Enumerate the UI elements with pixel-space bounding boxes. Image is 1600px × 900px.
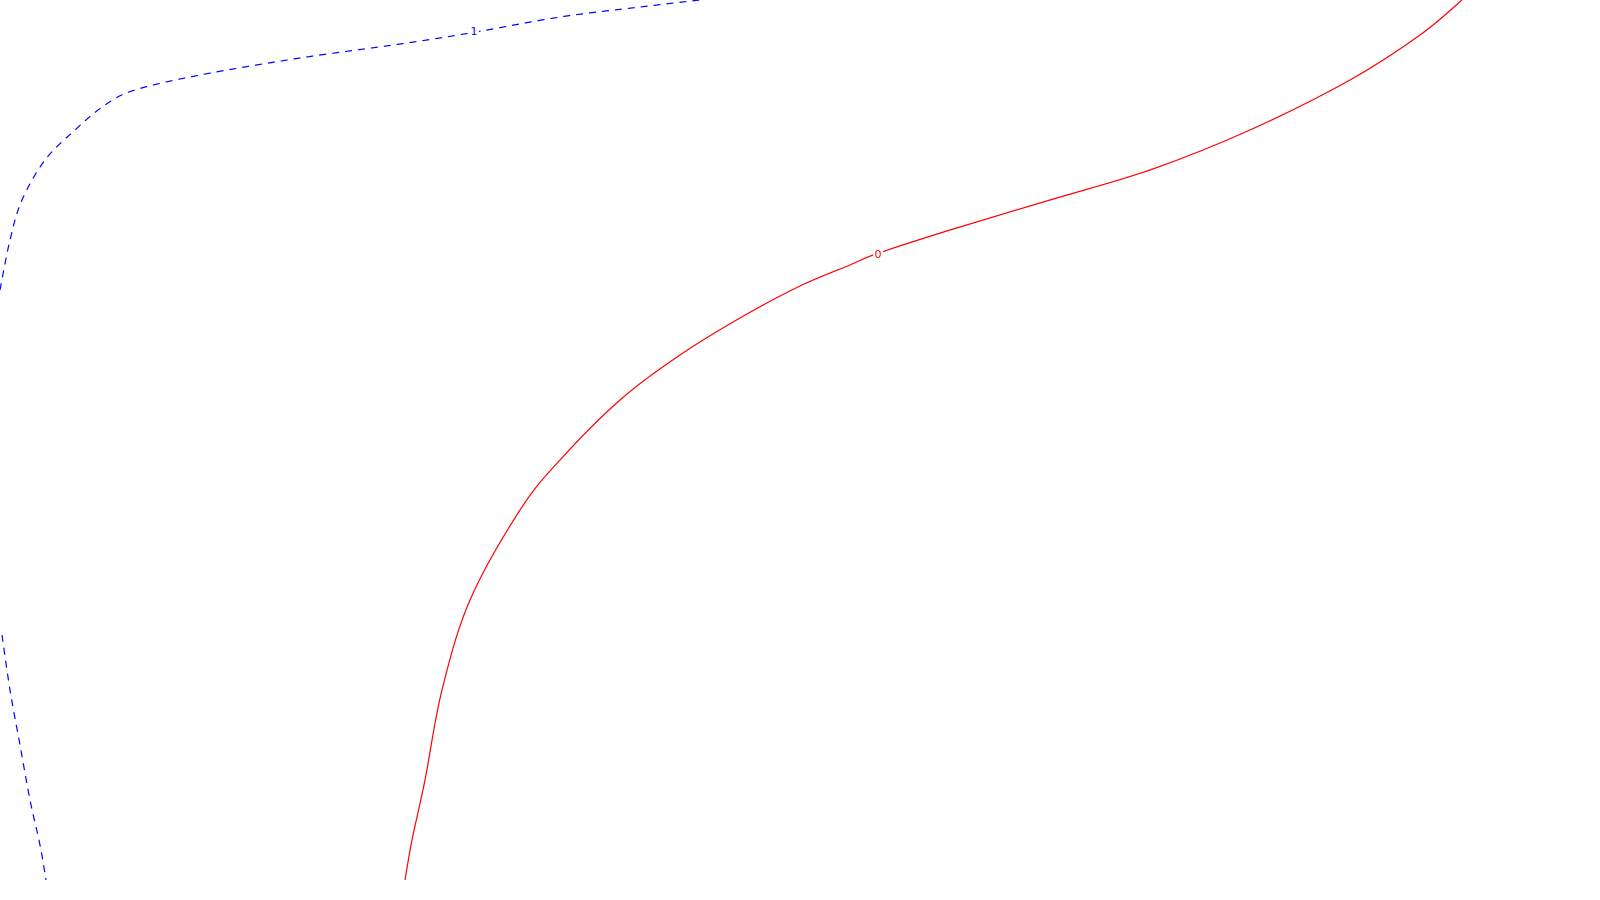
contour-label-1: 1	[471, 25, 478, 38]
contour-line-0-segment-1	[404, 0, 1463, 881]
contour-labels: 10	[469, 24, 883, 261]
contour-lines	[0, 0, 1463, 881]
contour-label-background-0	[873, 247, 883, 260]
contour-line-1-segment-1	[0, 0, 701, 291]
contour-label-0: 0	[875, 248, 882, 261]
contour-label-background-1	[469, 24, 479, 37]
